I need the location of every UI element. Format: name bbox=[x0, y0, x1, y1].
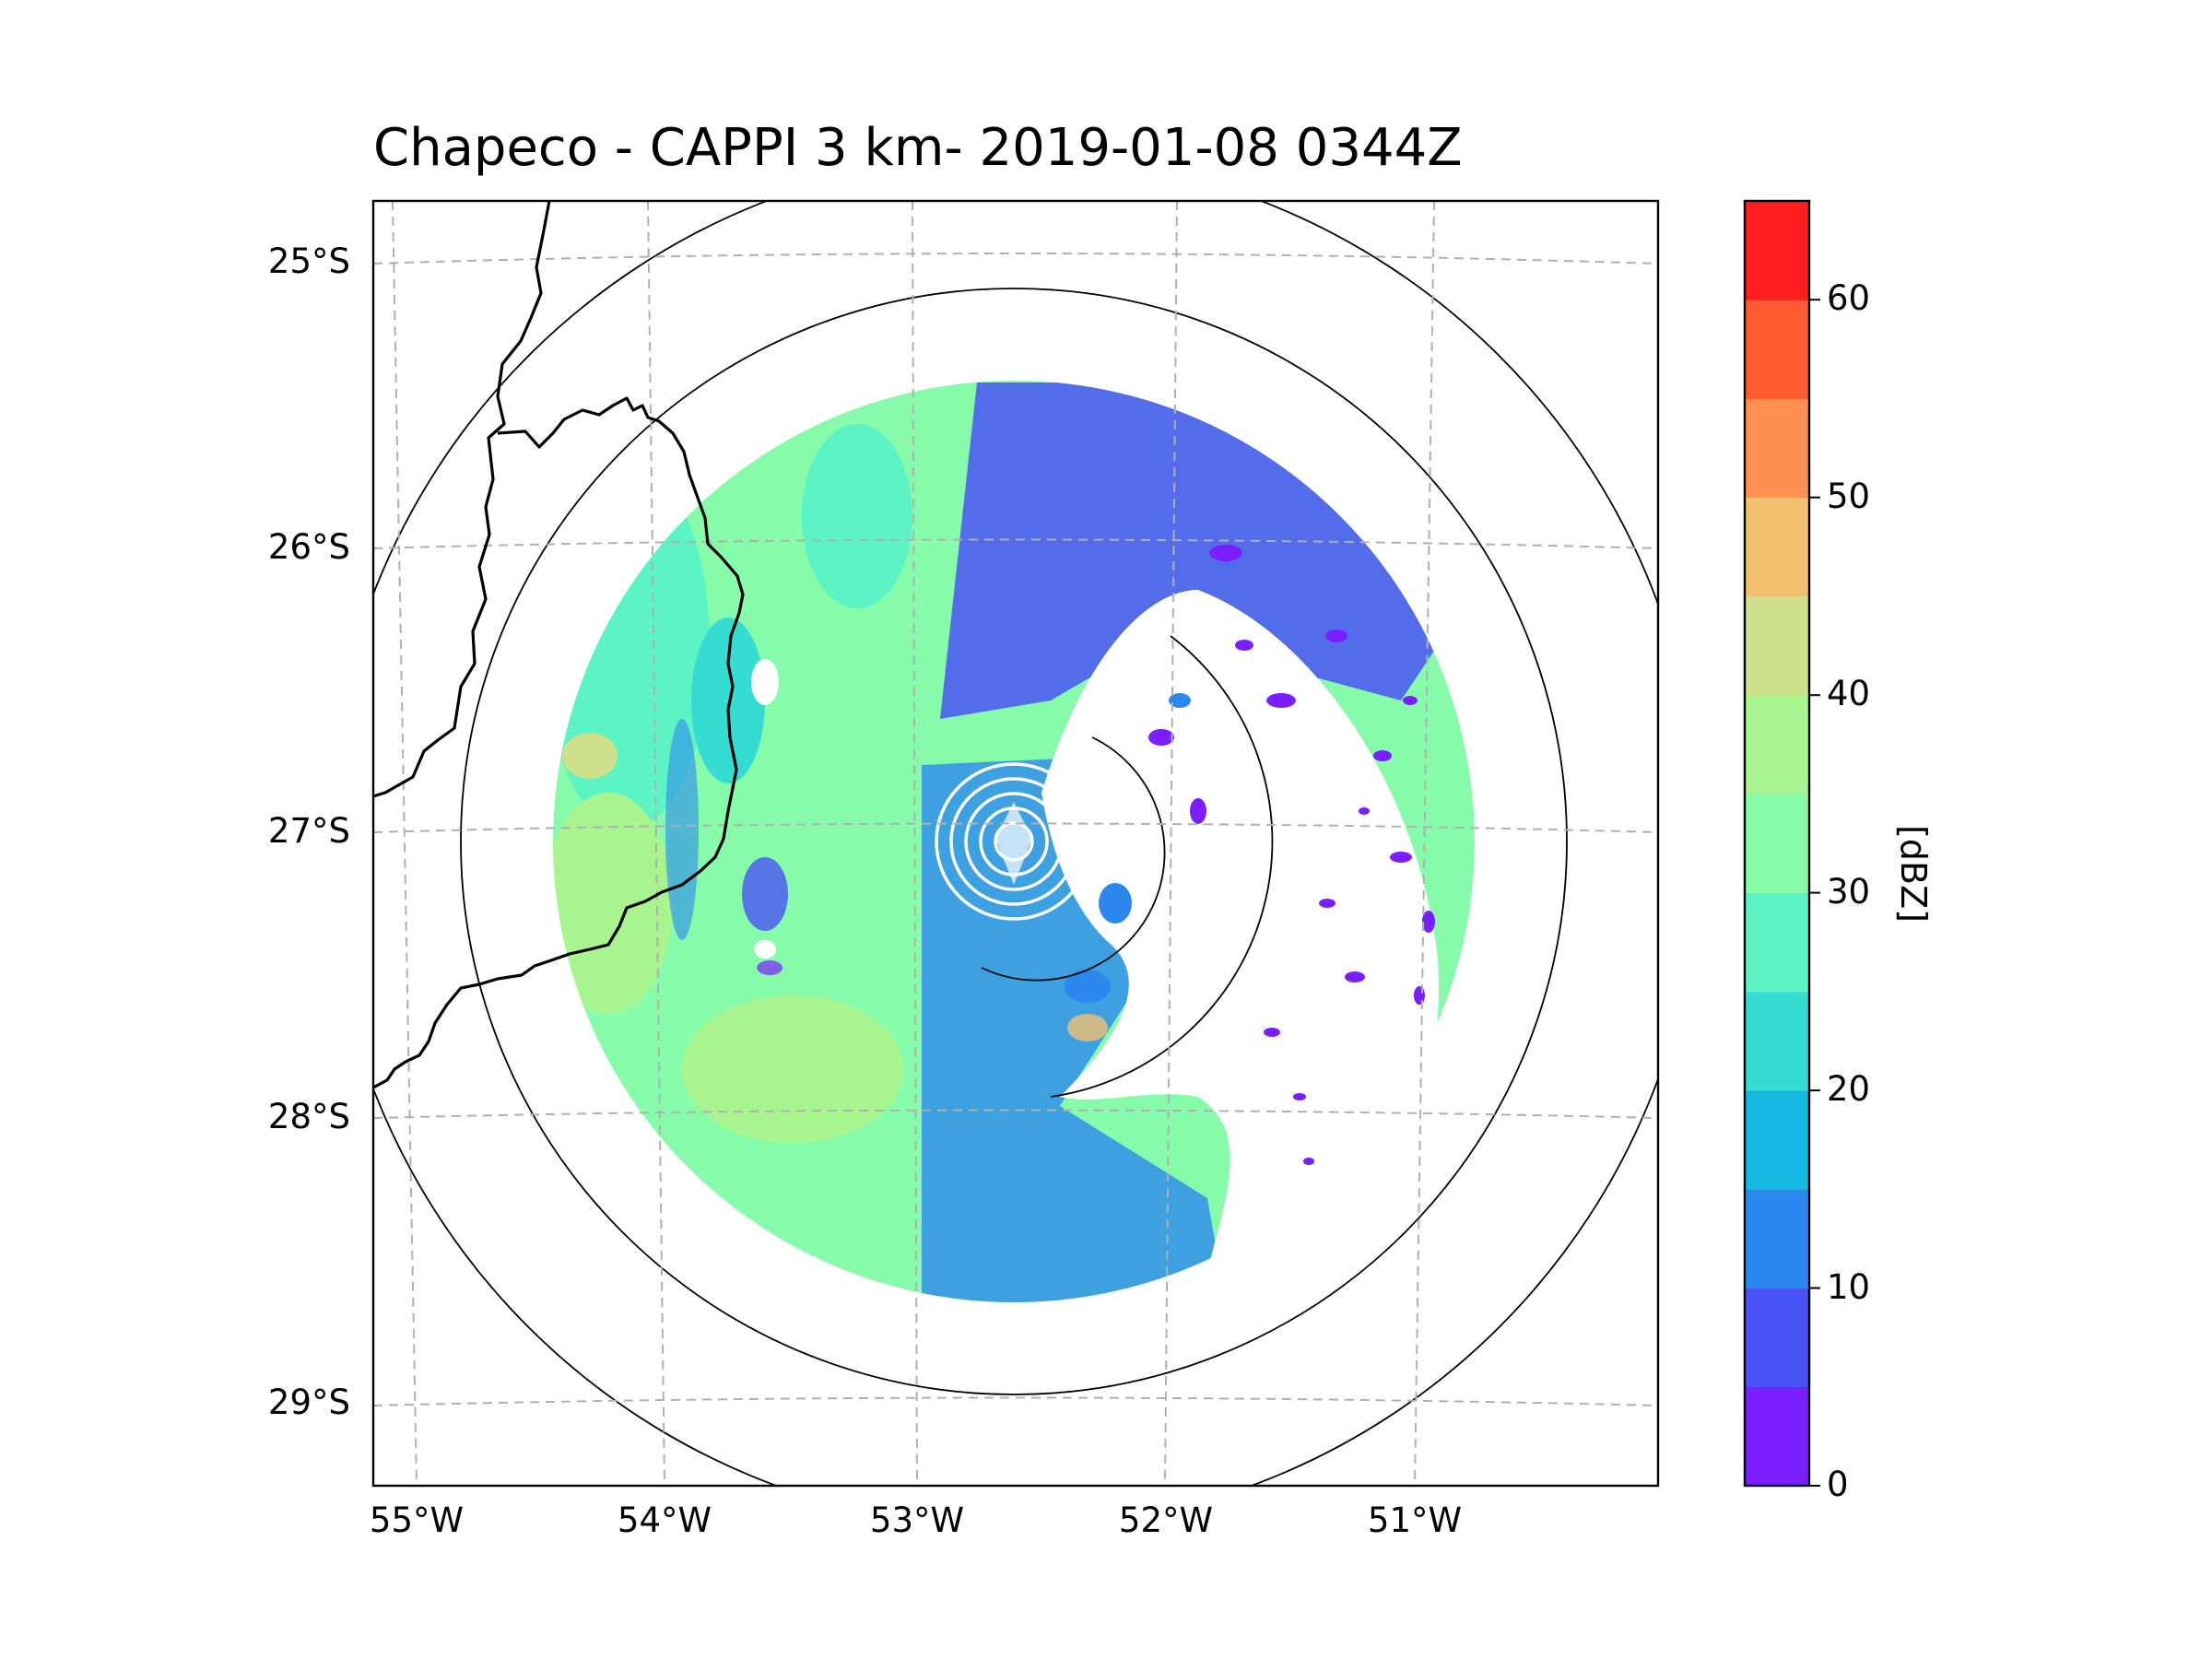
lon-label: 55°W bbox=[369, 1500, 465, 1540]
colorbar-segment bbox=[1745, 892, 1809, 993]
colorbar-tick-label: 50 bbox=[1827, 476, 1871, 516]
coastline-borders bbox=[373, 201, 745, 1089]
lat-label: 26°S bbox=[267, 527, 350, 567]
colorbar-segment bbox=[1745, 1386, 1809, 1487]
colorbar-segment bbox=[1745, 794, 1809, 894]
colorbar-segment bbox=[1745, 991, 1809, 1091]
colorbar-segment bbox=[1745, 1090, 1809, 1190]
colorbar-segments bbox=[1745, 201, 1809, 1487]
colorbar-segment bbox=[1745, 201, 1809, 300]
colorbar-segment bbox=[1745, 300, 1809, 399]
lon-label: 54°W bbox=[617, 1500, 712, 1540]
colorbar-unit-label: [dBZ] bbox=[1893, 825, 1934, 923]
colorbar-segment bbox=[1745, 695, 1809, 794]
lat-label: 27°S bbox=[267, 811, 350, 851]
lat-label: 28°S bbox=[267, 1097, 350, 1136]
colorbar-segment bbox=[1745, 1288, 1809, 1388]
lon-label: 53°W bbox=[869, 1500, 965, 1540]
radar-site-rings bbox=[935, 762, 1093, 921]
graticule bbox=[373, 201, 1658, 1486]
colorbar-tick-label: 0 bbox=[1827, 1465, 1849, 1504]
colorbar-segment bbox=[1745, 595, 1809, 696]
chart-title: Chapeco - CAPPI 3 km- 2019-01-08 0344Z bbox=[373, 118, 1463, 178]
lat-label: 25°S bbox=[267, 241, 350, 281]
colorbar-tick-label: 60 bbox=[1827, 278, 1871, 319]
colorbar-segment bbox=[1745, 1189, 1809, 1289]
colorbar bbox=[1743, 199, 1820, 1488]
lat-label: 29°S bbox=[267, 1382, 350, 1422]
colorbar-segment bbox=[1745, 497, 1809, 597]
range-rings bbox=[373, 201, 1658, 1486]
colorbar-tick-label: 40 bbox=[1827, 674, 1871, 714]
lon-label: 52°W bbox=[1118, 1500, 1214, 1540]
colorbar-segment bbox=[1745, 398, 1809, 499]
colorbar-tick-label: 30 bbox=[1827, 871, 1871, 912]
reflectivity-field bbox=[553, 381, 1475, 1302]
map-axes-frame bbox=[371, 199, 1660, 1488]
colorbar-tick-label: 20 bbox=[1827, 1069, 1871, 1110]
lon-label: 51°W bbox=[1367, 1500, 1463, 1540]
colorbar-tick-label: 10 bbox=[1827, 1266, 1871, 1307]
